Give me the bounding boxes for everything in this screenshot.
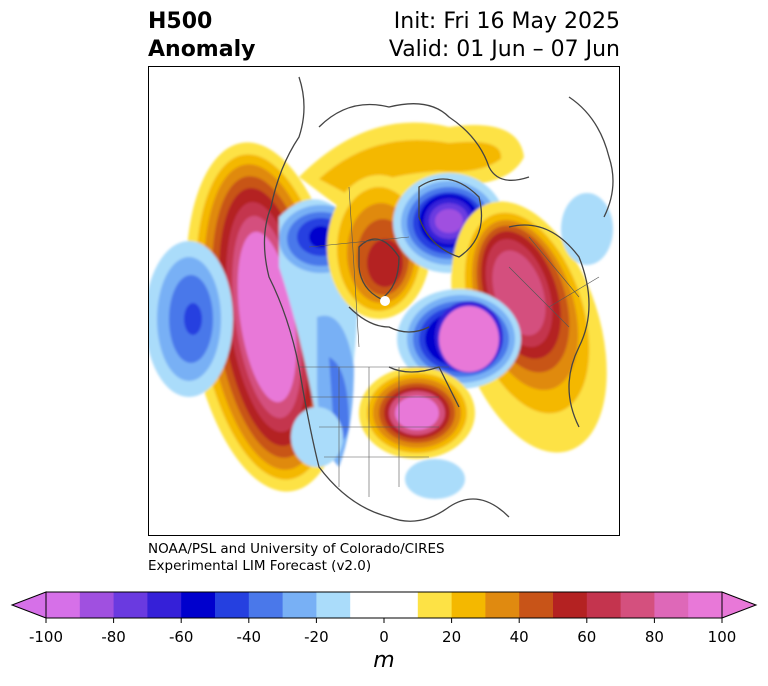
colorbar-bin — [620, 592, 655, 618]
colorbar-bin — [553, 592, 588, 618]
colorbar — [10, 591, 758, 623]
colorbar-tick-label: -40 — [236, 628, 262, 646]
colorbar-bin — [46, 592, 81, 618]
colorbar-unit-label: m — [373, 648, 395, 673]
colorbar-bin — [451, 592, 486, 618]
title-variable: H500 — [148, 9, 213, 34]
borders — [299, 186, 600, 497]
colorbar-bin — [181, 592, 216, 618]
colorbar-bin — [654, 592, 689, 618]
anomaly-contours — [149, 122, 613, 499]
colorbar-bin — [485, 592, 520, 618]
colorbar-bin — [519, 592, 554, 618]
colorbar-bin — [417, 592, 453, 618]
colorbar-bin — [282, 592, 317, 618]
colorbar-bin — [215, 592, 250, 618]
init-date: Init: Fri 16 May 2025 — [393, 9, 620, 34]
map-title: H500 Anomaly — [148, 8, 255, 64]
credit-line-1: NOAA/PSL and University of Colorado/CIRE… — [148, 541, 445, 557]
colorbar-tick-label: 60 — [577, 628, 597, 646]
anomaly-map — [148, 66, 620, 536]
colorbar-bin — [147, 592, 182, 618]
colorbar-tick-label: 100 — [707, 628, 737, 646]
colorbar-tick-label: 80 — [644, 628, 664, 646]
credit-text: NOAA/PSL and University of Colorado/CIRE… — [148, 541, 445, 575]
title-quantity: Anomaly — [148, 37, 256, 62]
colorbar-tick-label: 20 — [442, 628, 462, 646]
colorbar-tick-label: -80 — [101, 628, 126, 646]
colorbar-tick-label: 40 — [509, 628, 529, 646]
north-pole-marker — [380, 296, 390, 306]
valid-range: Valid: 01 Jun – 07 Jun — [388, 37, 620, 62]
colorbar-extend-low — [10, 591, 47, 619]
colorbar-bin — [79, 592, 115, 618]
colorbar-bin — [316, 592, 351, 618]
map-canvas — [149, 76, 614, 522]
credit-line-2: Experimental LIM Forecast (v2.0) — [148, 558, 372, 574]
colorbar-tick-label: -20 — [304, 628, 329, 646]
colorbar-bin — [350, 592, 419, 618]
colorbar-tick-label: -60 — [168, 628, 194, 646]
colorbar-bin — [248, 592, 284, 618]
colorbar-extend-high — [721, 591, 758, 619]
colorbar-bin — [586, 592, 622, 618]
colorbar-tick-label: 0 — [379, 628, 389, 646]
forecast-dates: Init: Fri 16 May 2025 Valid: 01 Jun – 07… — [389, 8, 620, 64]
colorbar-bin — [113, 592, 148, 618]
colorbar-tick-label: -100 — [28, 628, 64, 646]
colorbar-bin — [688, 592, 723, 618]
